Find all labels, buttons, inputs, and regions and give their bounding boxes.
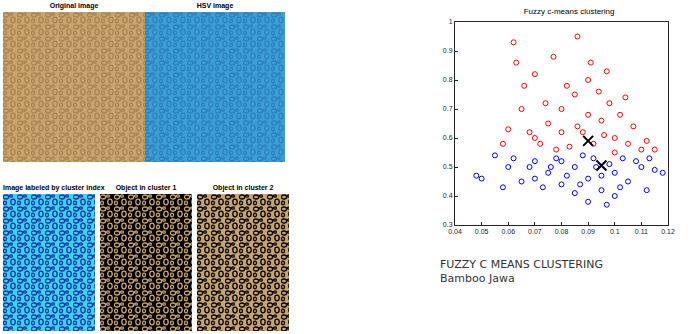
svg-text:0.09: 0.09 xyxy=(581,228,595,235)
html-text:Object in cluster 1: Object in cluster 1 xyxy=(115,184,177,191)
svg-text:0.07: 0.07 xyxy=(528,228,542,235)
svg-text:0.3: 0.3 xyxy=(443,221,453,228)
svg-text:0.12: 0.12 xyxy=(661,228,675,235)
html-text:Original image: Original image xyxy=(49,2,99,9)
svg-text:0.8: 0.8 xyxy=(443,76,453,83)
svg-text:0.1: 0.1 xyxy=(610,228,620,235)
html-text:FUZZY C MEANS CLUSTERING: FUZZY C MEANS CLUSTERING xyxy=(440,258,603,271)
svg-text:0.11: 0.11 xyxy=(635,228,648,235)
svg-text:1: 1 xyxy=(449,18,453,25)
html-text:Bamboo Jawa: Bamboo Jawa xyxy=(440,272,515,285)
svg-text:Fuzzy c-means clustering: Fuzzy c-means clustering xyxy=(524,7,615,16)
svg-text:0.9: 0.9 xyxy=(443,47,453,54)
svg-text:0.08: 0.08 xyxy=(555,228,569,235)
html-text:Object in cluster 2: Object in cluster 2 xyxy=(212,184,274,191)
svg-text:0.04: 0.04 xyxy=(448,228,462,235)
svg-text:0.5: 0.5 xyxy=(443,163,453,170)
svg-text:0.7: 0.7 xyxy=(443,105,453,112)
svg-text:0.06: 0.06 xyxy=(501,228,515,235)
svg-text:0.6: 0.6 xyxy=(443,134,453,141)
html-text:Image labeled by cluster index: Image labeled by cluster index xyxy=(3,184,105,191)
html-text:HSV image: HSV image xyxy=(196,2,234,9)
svg-text:0.4: 0.4 xyxy=(443,192,453,199)
svg-text:0.05: 0.05 xyxy=(475,228,489,235)
